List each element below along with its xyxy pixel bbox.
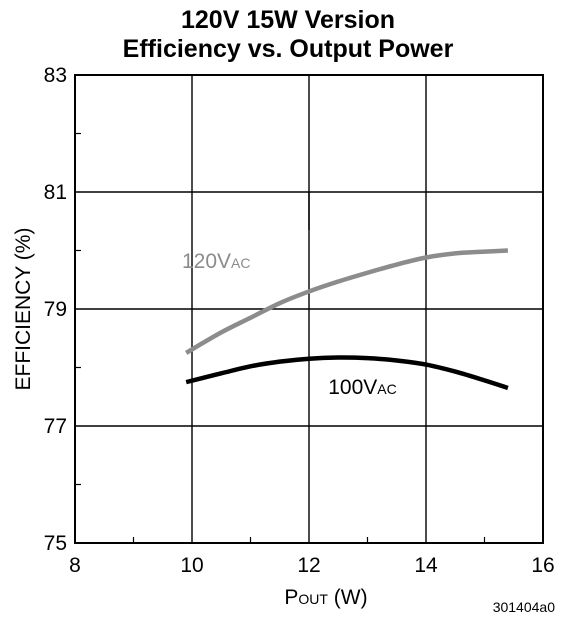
x-tick-label: 10 <box>180 554 203 577</box>
x-axis-label: POUT (W) <box>284 586 367 609</box>
series-label-120v: 120VAC <box>182 250 251 273</box>
x-tick-label: 16 <box>531 554 554 577</box>
x-axis-ticks: 8 10 12 14 16 <box>69 554 555 577</box>
series-labels: 120VAC 100VAC <box>182 250 397 399</box>
x-tick-label: 12 <box>297 554 320 577</box>
y-axis-ticks: 75 77 79 81 83 <box>44 64 67 555</box>
y-tick-label: 75 <box>44 532 67 555</box>
series-line-100v <box>185 355 509 391</box>
y-tick-label: 77 <box>44 415 67 438</box>
chart-title: 120V 15W Version Efficiency vs. Output P… <box>123 6 454 63</box>
y-axis-label: EFFICIENCY (%) <box>12 228 35 391</box>
grid-lines <box>75 75 543 543</box>
series-lines <box>185 248 509 391</box>
x-tick-label: 8 <box>69 554 81 577</box>
chart-title-line-2: Efficiency vs. Output Power <box>123 35 454 63</box>
figure-id: 301404a0 <box>493 599 556 615</box>
chart-title-line-1: 120V 15W Version <box>181 6 395 34</box>
x-tick-label: 14 <box>414 554 438 577</box>
y-tick-label: 83 <box>44 64 67 87</box>
y-tick-label: 81 <box>44 181 67 204</box>
series-label-100v: 100VAC <box>328 376 397 399</box>
series-line-120v <box>185 248 509 355</box>
y-tick-label: 79 <box>44 298 67 321</box>
